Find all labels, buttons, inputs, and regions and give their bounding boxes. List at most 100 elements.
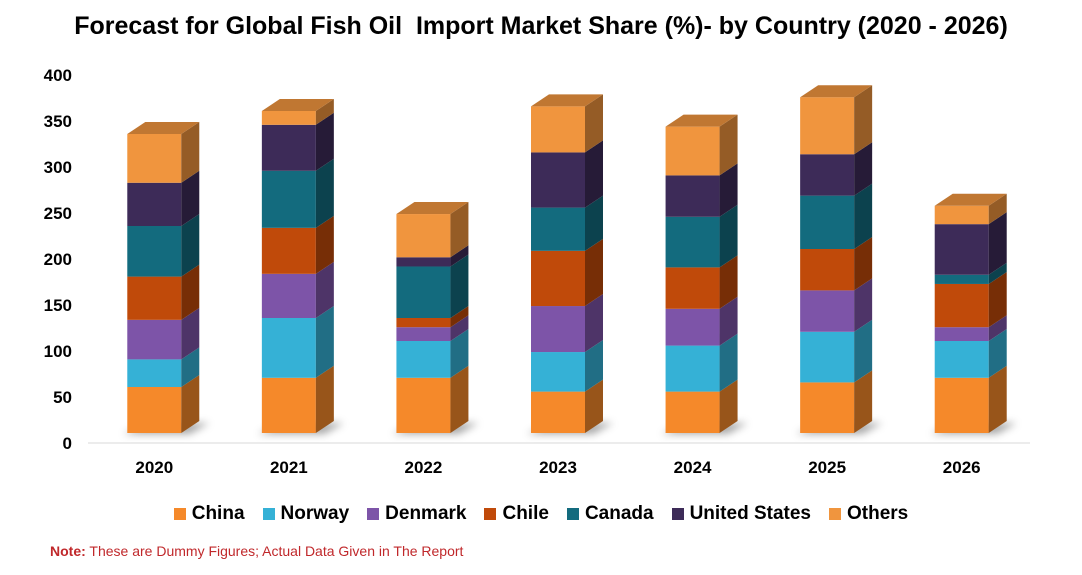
bar-segment-others — [800, 97, 855, 155]
x-tick-label: 2025 — [808, 458, 846, 477]
legend-label: Norway — [280, 503, 350, 524]
legend-label: United States — [689, 503, 811, 524]
bar-segment-side — [585, 294, 603, 353]
bar-segment-side — [181, 170, 200, 226]
bar-stack — [661, 114, 748, 434]
legend-label: Denmark — [385, 503, 467, 524]
bar-segment-side — [181, 214, 200, 277]
bar-segment-side — [988, 212, 1007, 275]
bar-segment-side — [719, 114, 738, 176]
bar-segment-united-states — [396, 257, 451, 267]
bar-segment-norway — [934, 341, 989, 378]
chart-title: Forecast for Global Fish Oil Import Mark… — [74, 12, 1008, 40]
bar-segment-canada — [396, 266, 451, 318]
bar-segment-canada — [934, 274, 989, 284]
y-tick-label: 250 — [44, 204, 72, 223]
bar-segment-side — [585, 140, 603, 208]
bar-segment-chile — [800, 249, 855, 291]
bars — [123, 85, 1017, 434]
legend-swatch — [367, 508, 380, 520]
bar-segment-side — [988, 262, 1007, 284]
bar-segment-side — [181, 122, 200, 183]
bar-segment-others — [261, 111, 316, 125]
bar-segment-united-states — [127, 182, 182, 226]
bar-segment-china — [396, 377, 451, 433]
y-axis: 0 50 100 150 200 250 300 350 400 — [44, 66, 1030, 453]
bar-segment-side — [585, 238, 603, 307]
bar-segment-china — [934, 377, 989, 433]
legend-item: Norway — [262, 503, 350, 525]
bar-segment-denmark — [396, 327, 451, 341]
x-tick-label: 2021 — [270, 458, 308, 477]
bar-segment-side — [988, 315, 1007, 341]
bar-top — [934, 193, 1007, 206]
bar-segment-canada — [800, 195, 855, 249]
bar-segment-norway — [261, 318, 316, 378]
bar-segment-denmark — [261, 273, 316, 318]
footnote: Note: These are Dummy Figures; Actual Da… — [50, 543, 463, 559]
legend-item: Others — [829, 503, 908, 525]
bar-segment-denmark — [531, 306, 585, 353]
legend-swatch — [829, 508, 841, 520]
bar-segment-denmark — [934, 327, 989, 341]
bar-segment-side — [181, 347, 200, 387]
bar-segment-side — [181, 264, 200, 320]
legend-item: China — [173, 503, 245, 525]
bar-segment-canada — [665, 216, 720, 268]
bar-segment-united-states — [665, 175, 720, 217]
bar-segment-china — [665, 391, 720, 433]
bar-segment-side — [585, 340, 603, 392]
legend-label: Others — [847, 503, 909, 524]
note-label: Note: — [50, 543, 86, 559]
bar-segment-china — [531, 391, 585, 433]
bar-segment-side — [854, 142, 873, 196]
bar-top — [800, 85, 873, 98]
bar-segment-denmark — [127, 319, 182, 360]
legend-item: Denmark — [367, 503, 466, 525]
legend-label: China — [191, 503, 245, 524]
bar-segment-side — [450, 306, 469, 328]
legend-swatch — [262, 508, 275, 520]
bar-segment-chile — [127, 276, 182, 320]
bar-segment-side — [450, 329, 469, 378]
bar-segment-united-states — [531, 152, 585, 208]
bar-segment-side — [854, 237, 873, 291]
bar-segment-side — [854, 319, 873, 383]
bar-segment-others — [127, 134, 182, 183]
legend-label: Chile — [502, 503, 549, 524]
bar-segment-side — [988, 193, 1007, 225]
bar-segment-side — [854, 85, 873, 155]
x-tick-label: 2026 — [943, 458, 981, 477]
bar-segment-side — [315, 158, 334, 228]
y-tick-label: 200 — [44, 250, 72, 269]
y-tick-label: 350 — [44, 112, 72, 131]
bar-segment-norway — [800, 331, 855, 383]
bar-segment-side — [988, 271, 1007, 328]
bar-segment-others — [934, 205, 989, 225]
bar-segment-united-states — [800, 154, 855, 196]
bar-segment-side — [450, 245, 469, 267]
bar-segment-norway — [127, 359, 182, 387]
bar-top — [665, 114, 738, 127]
bar-segment-side — [854, 183, 873, 249]
bar-segment-side — [585, 94, 603, 153]
bar-segment-chile — [665, 267, 720, 309]
bar-segment-others — [396, 214, 451, 258]
x-tick-label: 2020 — [135, 458, 173, 477]
bar-segment-side — [181, 307, 200, 360]
bar-segment-denmark — [800, 290, 855, 332]
bar-segment-side — [315, 365, 334, 433]
y-tick-label: 50 — [53, 388, 72, 407]
bar-stack — [123, 122, 210, 434]
bar-stack — [527, 94, 613, 434]
bar-top — [261, 99, 334, 111]
bar-segment-united-states — [934, 224, 989, 275]
bar-segment-side — [719, 379, 738, 433]
bar-segment-chile — [261, 227, 316, 274]
bar-segment-side — [315, 306, 334, 378]
note-text: These are Dummy Figures; Actual Data Giv… — [85, 543, 464, 559]
bar-segment-side — [719, 163, 738, 217]
legend-item: United States — [671, 503, 811, 525]
x-tick-label: 2023 — [539, 458, 577, 477]
